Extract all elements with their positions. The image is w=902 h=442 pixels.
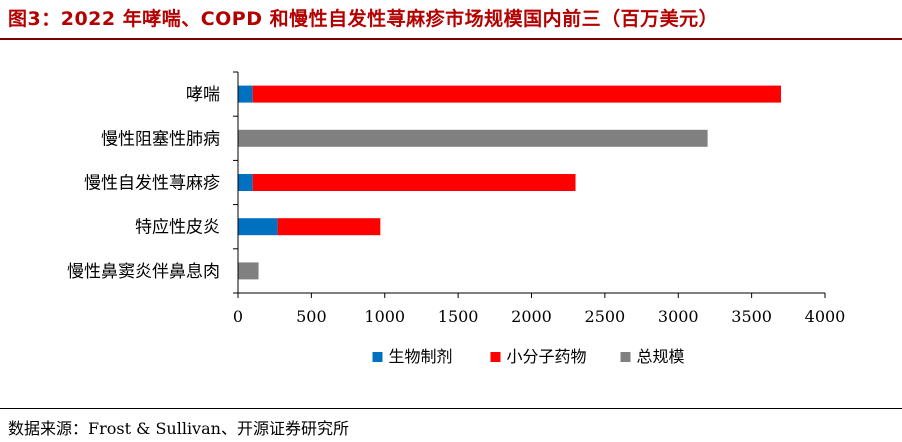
legend-swatch <box>490 352 501 362</box>
bar-2-3 <box>252 174 576 191</box>
x-tick-label: 1500 <box>438 307 479 326</box>
bar-3-5 <box>238 262 259 280</box>
axes-layer <box>233 71 826 298</box>
source-note: 数据来源：Frost & Sullivan、开源证券研究所 <box>8 419 349 438</box>
x-tick-label: 2000 <box>511 307 552 326</box>
legend-label: 小分子药物 <box>507 347 587 366</box>
legend-swatch <box>372 352 383 362</box>
bar-3-2 <box>238 129 708 147</box>
x-tick-label: 1000 <box>364 307 405 326</box>
x-tick-label: 4000 <box>805 307 846 326</box>
bar-1-1 <box>238 85 253 103</box>
category-label: 慢性自发性荨麻疹 <box>84 173 220 194</box>
chart-title: 图3：2022 年哮喘、COPD 和慢性自发性荨麻疹市场规模国内前三（百万美元） <box>8 8 719 30</box>
category-label: 哮喘 <box>186 85 220 105</box>
x-tick-labels: 0 500 1000 1500 2000 2500 3000 3500 4000 <box>233 307 845 326</box>
legend: 生物制剂 小分子药物 总规模 <box>372 347 685 366</box>
bars-layer <box>238 85 781 280</box>
x-tick-label: 3000 <box>658 307 699 326</box>
category-label: 特应性皮炎 <box>135 218 220 238</box>
bar-1-3 <box>238 174 253 191</box>
category-label: 慢性鼻窦炎伴鼻息肉 <box>67 261 220 282</box>
bar-2-4 <box>277 218 381 236</box>
category-label: 慢性阻塞性肺病 <box>101 128 220 149</box>
bar-2-1 <box>252 85 781 103</box>
x-tick-label: 500 <box>296 307 327 326</box>
footer-divider <box>0 408 902 409</box>
legend-swatch <box>620 352 631 362</box>
bar-1-4 <box>238 218 278 236</box>
x-tick-label: 3500 <box>731 307 772 326</box>
legend-label: 总规模 <box>637 347 685 366</box>
title-divider <box>0 38 902 40</box>
x-tick-label: 2500 <box>585 307 626 326</box>
x-tick-label: 0 <box>233 307 243 326</box>
legend-label: 生物制剂 <box>389 347 453 366</box>
